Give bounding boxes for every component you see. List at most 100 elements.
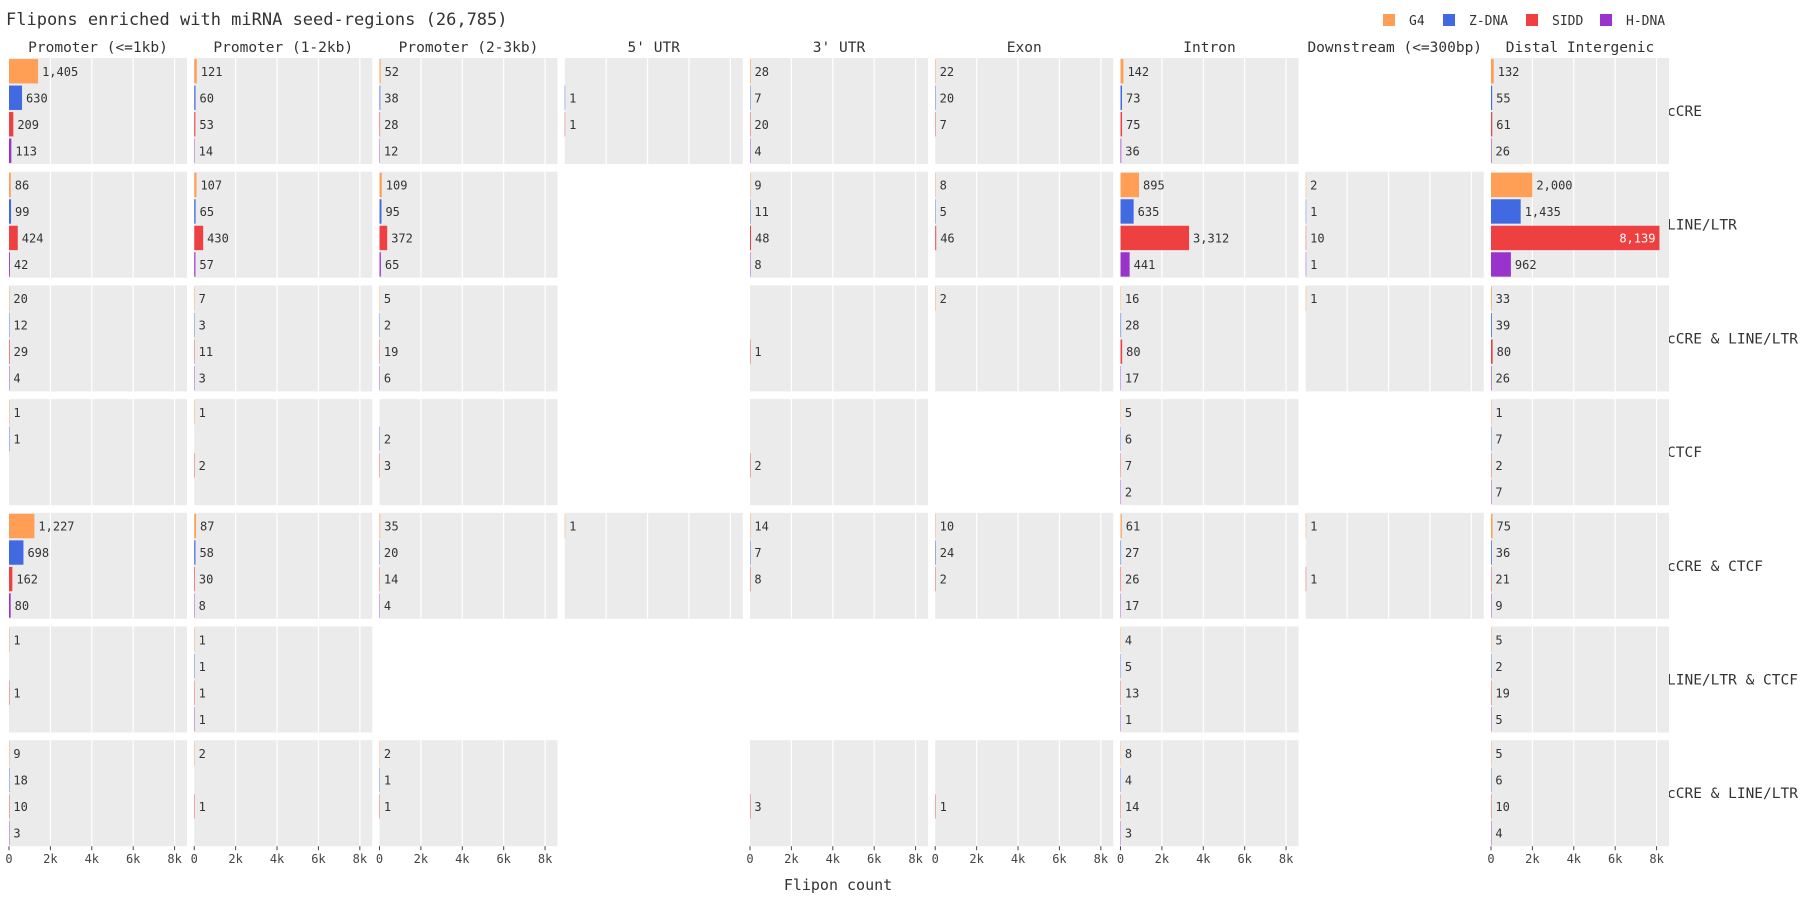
bar-data-label: 87: [200, 520, 214, 534]
bar-data-label: 60: [199, 91, 213, 105]
bar-data-label: 20: [754, 118, 768, 132]
bar-data-label: 57: [199, 258, 213, 272]
bar-data-label: 635: [1138, 205, 1160, 219]
panel-background: [194, 399, 372, 505]
x-tick-label: 2k: [1155, 852, 1170, 866]
bar-data-label: 1: [199, 633, 206, 647]
bar-data-label: 80: [1497, 345, 1511, 359]
bar-data-label: 18: [13, 773, 27, 787]
x-tick-label: 4k: [1567, 852, 1582, 866]
bar-data-label: 1: [1310, 205, 1317, 219]
bar-data-label: 1: [754, 345, 761, 359]
x-tick-label: 2k: [43, 852, 58, 866]
panel-background: [1306, 285, 1484, 391]
panel-background: [1491, 513, 1669, 619]
bar-data-label: 53: [199, 118, 213, 132]
bar-data-label: 132: [1498, 65, 1520, 79]
bar: [9, 540, 23, 564]
bar: [1491, 540, 1492, 564]
bar-data-label: 8: [754, 573, 761, 587]
bar: [1491, 112, 1492, 136]
bar-data-label: 4: [1125, 633, 1132, 647]
bar-data-label: 8: [940, 178, 947, 192]
panel-background: [1121, 627, 1299, 733]
bar-data-label: 38: [384, 91, 398, 105]
facet-panel: 211: [380, 740, 558, 846]
x-tick-label: 2k: [969, 852, 984, 866]
bar: [1491, 286, 1492, 310]
column-strip-label: Distal Intergenic: [1506, 40, 1654, 56]
bar-data-label: 1: [1310, 258, 1317, 272]
panel-background: [9, 172, 187, 278]
bar-data-label: 2: [199, 747, 206, 761]
panel-background: [194, 740, 372, 846]
bar-data-label: 2: [1310, 178, 1317, 192]
bar-data-label: 3: [384, 459, 391, 473]
row-strip-label: CTCF: [1667, 445, 1702, 461]
x-tick-label: 8k: [1279, 852, 1294, 866]
bar: [380, 226, 388, 250]
legend-swatch: [1383, 14, 1395, 26]
bar-data-label: 2: [384, 432, 391, 446]
bar-data-label: 430: [207, 231, 229, 245]
bar: [1121, 567, 1122, 591]
bar-data-label: 36: [1125, 144, 1139, 158]
panel-background: [750, 513, 928, 619]
bar-data-label: 2: [384, 319, 391, 333]
bar-data-label: 1: [199, 713, 206, 727]
bar: [380, 173, 382, 197]
bar-data-label: 895: [1143, 178, 1165, 192]
bar-data-label: 20: [384, 546, 398, 560]
bar: [9, 59, 38, 83]
bar-data-label: 3: [1125, 826, 1132, 840]
bar-data-label: 55: [1496, 91, 1510, 105]
panel-background: [380, 285, 558, 391]
panel-background: [565, 513, 743, 619]
bar: [1491, 59, 1494, 83]
bar: [1121, 112, 1123, 136]
bar-data-label: 7: [1495, 485, 1502, 499]
bar-data-label: 61: [1496, 118, 1510, 132]
panel-background: [750, 399, 928, 505]
bar-data-label: 1: [384, 773, 391, 787]
x-tick-label: 4k: [270, 852, 285, 866]
bar: [194, 514, 196, 538]
bar-data-label: 6: [1495, 773, 1502, 787]
bar-data-label: 5: [384, 292, 391, 306]
x-tick-label: 6k: [1608, 852, 1623, 866]
x-tick-label: 6k: [126, 852, 141, 866]
facet-panel: 11: [1306, 513, 1484, 619]
x-tick-label: 4k: [826, 852, 841, 866]
panel-background: [380, 513, 558, 619]
x-tick-label: 8k: [353, 852, 368, 866]
bar-data-label: 1: [13, 406, 20, 420]
bar-data-label: 12: [384, 144, 398, 158]
panel-background: [1121, 285, 1299, 391]
bar-data-label: 80: [15, 599, 29, 613]
bar: [194, 199, 195, 223]
facet-panel: 2: [750, 399, 928, 505]
bar-data-label: 5: [1125, 406, 1132, 420]
bar-data-label: 2: [940, 292, 947, 306]
bar-data-label: 2: [754, 459, 761, 473]
bar-data-label: 58: [199, 546, 213, 560]
bar: [1491, 139, 1492, 163]
panel-background: [935, 58, 1113, 164]
bar-data-label: 1: [384, 800, 391, 814]
row-strip-label: cCRE & LINE/LTR & CTCF: [1667, 786, 1800, 802]
legend-item-g4: G4: [1383, 14, 1425, 29]
bar-data-label: 1: [13, 432, 20, 446]
bar: [9, 339, 10, 363]
bar-data-label: 4: [1495, 826, 1502, 840]
bar-data-label: 13: [1125, 686, 1139, 700]
